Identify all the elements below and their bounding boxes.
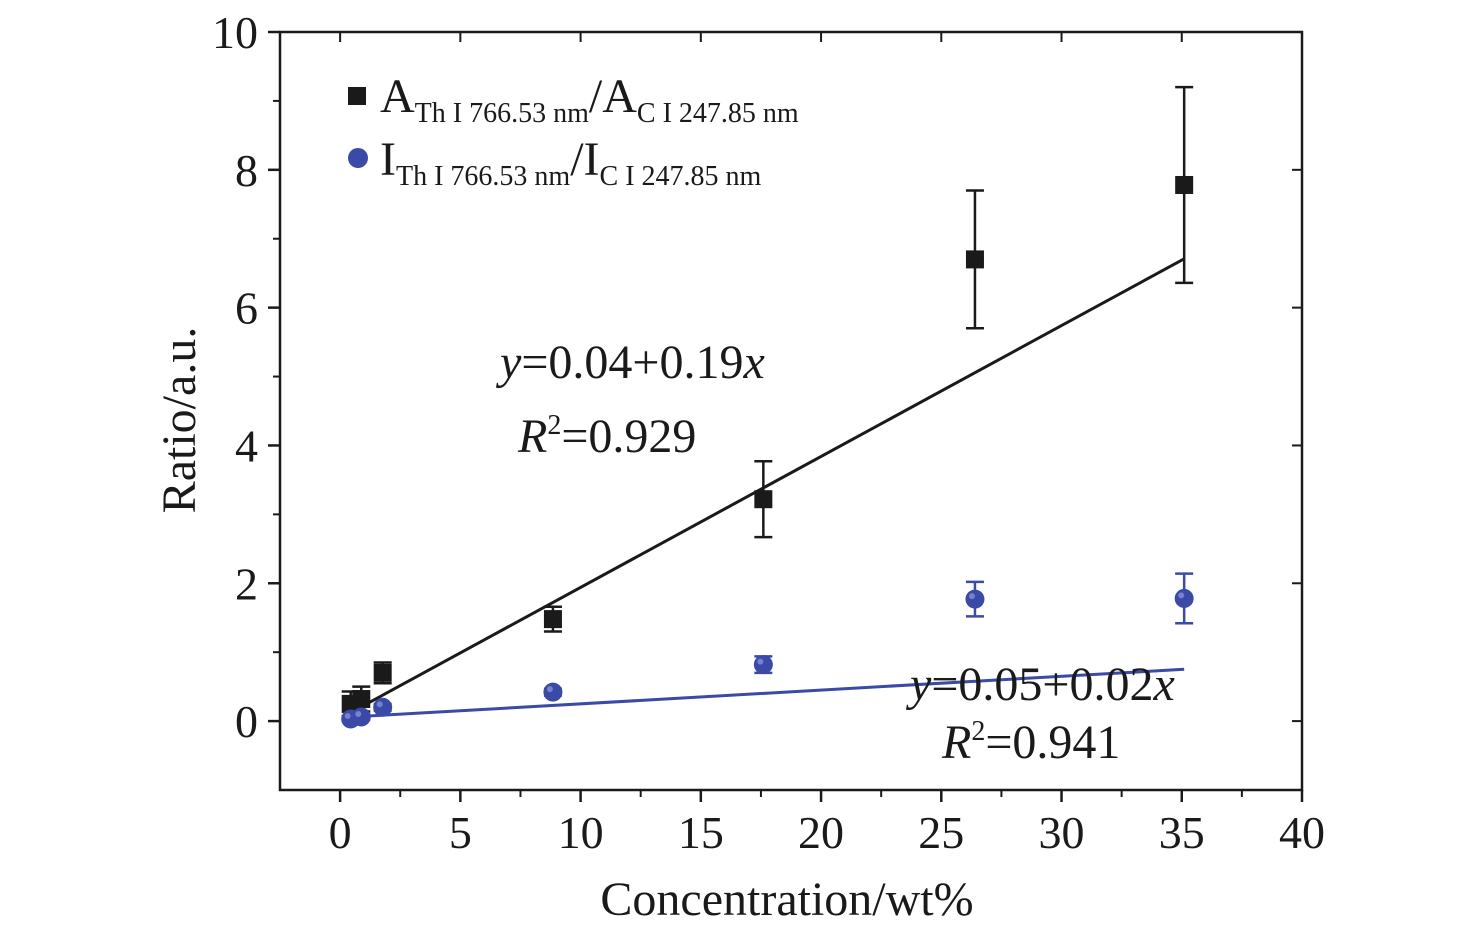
- equation-black-line1: y=0.04+0.19x: [495, 336, 765, 389]
- data-point-circle: [965, 589, 985, 609]
- y-tick-label: 0: [235, 696, 258, 747]
- y-axis-label: Ratio/a.u.: [153, 327, 206, 514]
- equation-blue: y=0.05+0.02x R2=0.941: [905, 658, 1175, 769]
- data-point-highlight: [1178, 592, 1185, 599]
- data-point-circle: [351, 707, 371, 727]
- data-point-circle: [543, 682, 563, 702]
- data-point-square: [754, 490, 773, 509]
- legend-marker-circle: [348, 148, 368, 168]
- plot-frame: [278, 30, 1304, 792]
- x-tick-label: 0: [329, 807, 352, 858]
- x-tick-label: 10: [558, 807, 604, 858]
- equation-black: y=0.04+0.19x R2=0.929: [495, 336, 765, 463]
- y-tick-label: 10: [212, 7, 258, 58]
- data-point-square: [965, 250, 984, 269]
- x-axis-label: Concentration/wt%: [600, 873, 973, 926]
- y-tick-label: 4: [235, 420, 258, 471]
- x-tick-label: 20: [798, 807, 844, 858]
- data-point-circle: [753, 655, 773, 675]
- y-tick-label: 8: [235, 145, 258, 196]
- fit-line: [349, 257, 1185, 714]
- data-point-circle: [1174, 588, 1194, 608]
- data-point-square: [373, 663, 392, 682]
- x-tick-label: 15: [678, 807, 724, 858]
- x-tick-label: 35: [1159, 807, 1205, 858]
- legend-marker-square: [348, 87, 366, 105]
- data-point-highlight: [344, 713, 351, 720]
- data-point-highlight: [376, 701, 383, 708]
- data-point-square: [1175, 175, 1194, 194]
- data-point-highlight: [546, 686, 553, 693]
- fit-line: [350, 667, 1185, 719]
- equation-blue-line2: R2=0.941: [941, 716, 1120, 769]
- equation-black-line2: R2=0.929: [517, 410, 696, 463]
- legend: ATh I 766.53 nm/AC I 247.85 nm ITh I 766…: [348, 70, 799, 192]
- y-tick-label: 6: [235, 283, 258, 334]
- data-point-circle: [373, 697, 393, 717]
- data-point-highlight: [757, 658, 764, 665]
- x-tick-label: 40: [1279, 807, 1325, 858]
- data-point-highlight: [968, 593, 975, 600]
- plot-layer: 0 5 10 15 20 25 30 35 40 0 2 4 6 8 10: [212, 7, 1325, 858]
- y-tick-label: 2: [235, 558, 258, 609]
- legend-entry-intensity: ITh I 766.53 nm/IC I 247.85 nm: [380, 133, 762, 192]
- x-tick-label: 25: [918, 807, 964, 858]
- data-point-square: [352, 690, 371, 709]
- data-point-square: [543, 610, 562, 629]
- series-intensity-ratio: [341, 572, 1194, 729]
- x-tick-label: 5: [449, 807, 472, 858]
- legend-entry-absorbance: ATh I 766.53 nm/AC I 247.85 nm: [380, 70, 799, 129]
- data-point-highlight: [355, 710, 362, 717]
- x-tick-label: 30: [1039, 807, 1085, 858]
- series-absorbance-ratio: [341, 85, 1194, 718]
- equation-blue-line1: y=0.05+0.02x: [905, 658, 1175, 711]
